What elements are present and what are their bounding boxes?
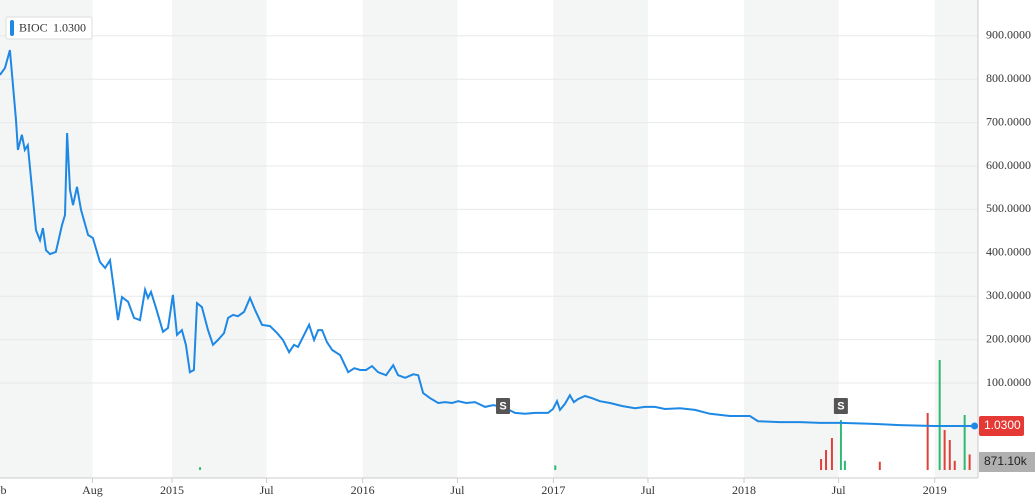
x-tick-label: 2018 (732, 483, 756, 497)
period-band (0, 0, 93, 478)
y-tick-label: 800.0000 (986, 71, 1031, 85)
split-marker (496, 398, 511, 414)
x-tick-label: 2015 (160, 483, 184, 497)
volume-bar (878, 461, 881, 470)
volume-bar (554, 465, 557, 470)
volume-bar (839, 420, 842, 470)
x-tick-label: 2017 (541, 483, 565, 497)
x-tick-label: 2016 (351, 483, 375, 497)
period-band (362, 0, 458, 478)
last-point (971, 422, 979, 430)
current-volume-label: 871.10k (984, 454, 1028, 468)
legend-name: BIOC (19, 20, 48, 34)
x-tick-label: Aug (82, 483, 103, 497)
period-band (934, 0, 978, 478)
volume-bar (820, 459, 823, 470)
volume-bar (199, 467, 202, 470)
volume-bar (830, 438, 833, 470)
x-tick-label: Jul (832, 483, 847, 497)
y-tick-label: 200.0000 (986, 331, 1031, 345)
volume-bar (963, 415, 966, 470)
volume-bar (926, 412, 929, 470)
current-volume-box (979, 452, 1035, 473)
x-tick-label: Jul (260, 483, 275, 497)
volume-bar (953, 460, 956, 470)
split-label: S (837, 400, 844, 412)
y-tick-label: 700.0000 (986, 114, 1031, 128)
y-tick-label: 500.0000 (986, 201, 1031, 215)
legend-box (5, 16, 93, 40)
y-tick-label: 400.0000 (986, 245, 1031, 259)
y-tick-label: 900.0000 (986, 28, 1031, 42)
legend-value: 1.0300 (53, 20, 86, 34)
split-marker (833, 398, 848, 414)
y-tick-label: 600.0000 (986, 158, 1031, 172)
volume-bar (968, 454, 971, 470)
x-tick-label: Jul (641, 483, 656, 497)
volume-bar (948, 440, 951, 470)
x-tick-label: 2019 (923, 483, 947, 497)
current-price-box (979, 415, 1024, 436)
period-band (171, 0, 267, 478)
x-tick-label: Feb (0, 483, 7, 497)
volume-bar (938, 360, 941, 470)
volume-bar (943, 430, 946, 470)
split-label: S (499, 400, 506, 412)
period-band (553, 0, 648, 478)
price-line (0, 49, 975, 427)
legend: BIOC 1.0300 (5, 16, 93, 40)
volume-bar (825, 450, 828, 470)
legend-swatch (10, 20, 14, 36)
current-price-label: 1.0300 (984, 418, 1021, 432)
y-tick-label: 300.0000 (986, 288, 1031, 302)
y-tick-label: 100.0000 (986, 375, 1031, 389)
x-tick-label: Jul (450, 483, 465, 497)
volume-bar (843, 460, 846, 470)
period-band (744, 0, 839, 478)
